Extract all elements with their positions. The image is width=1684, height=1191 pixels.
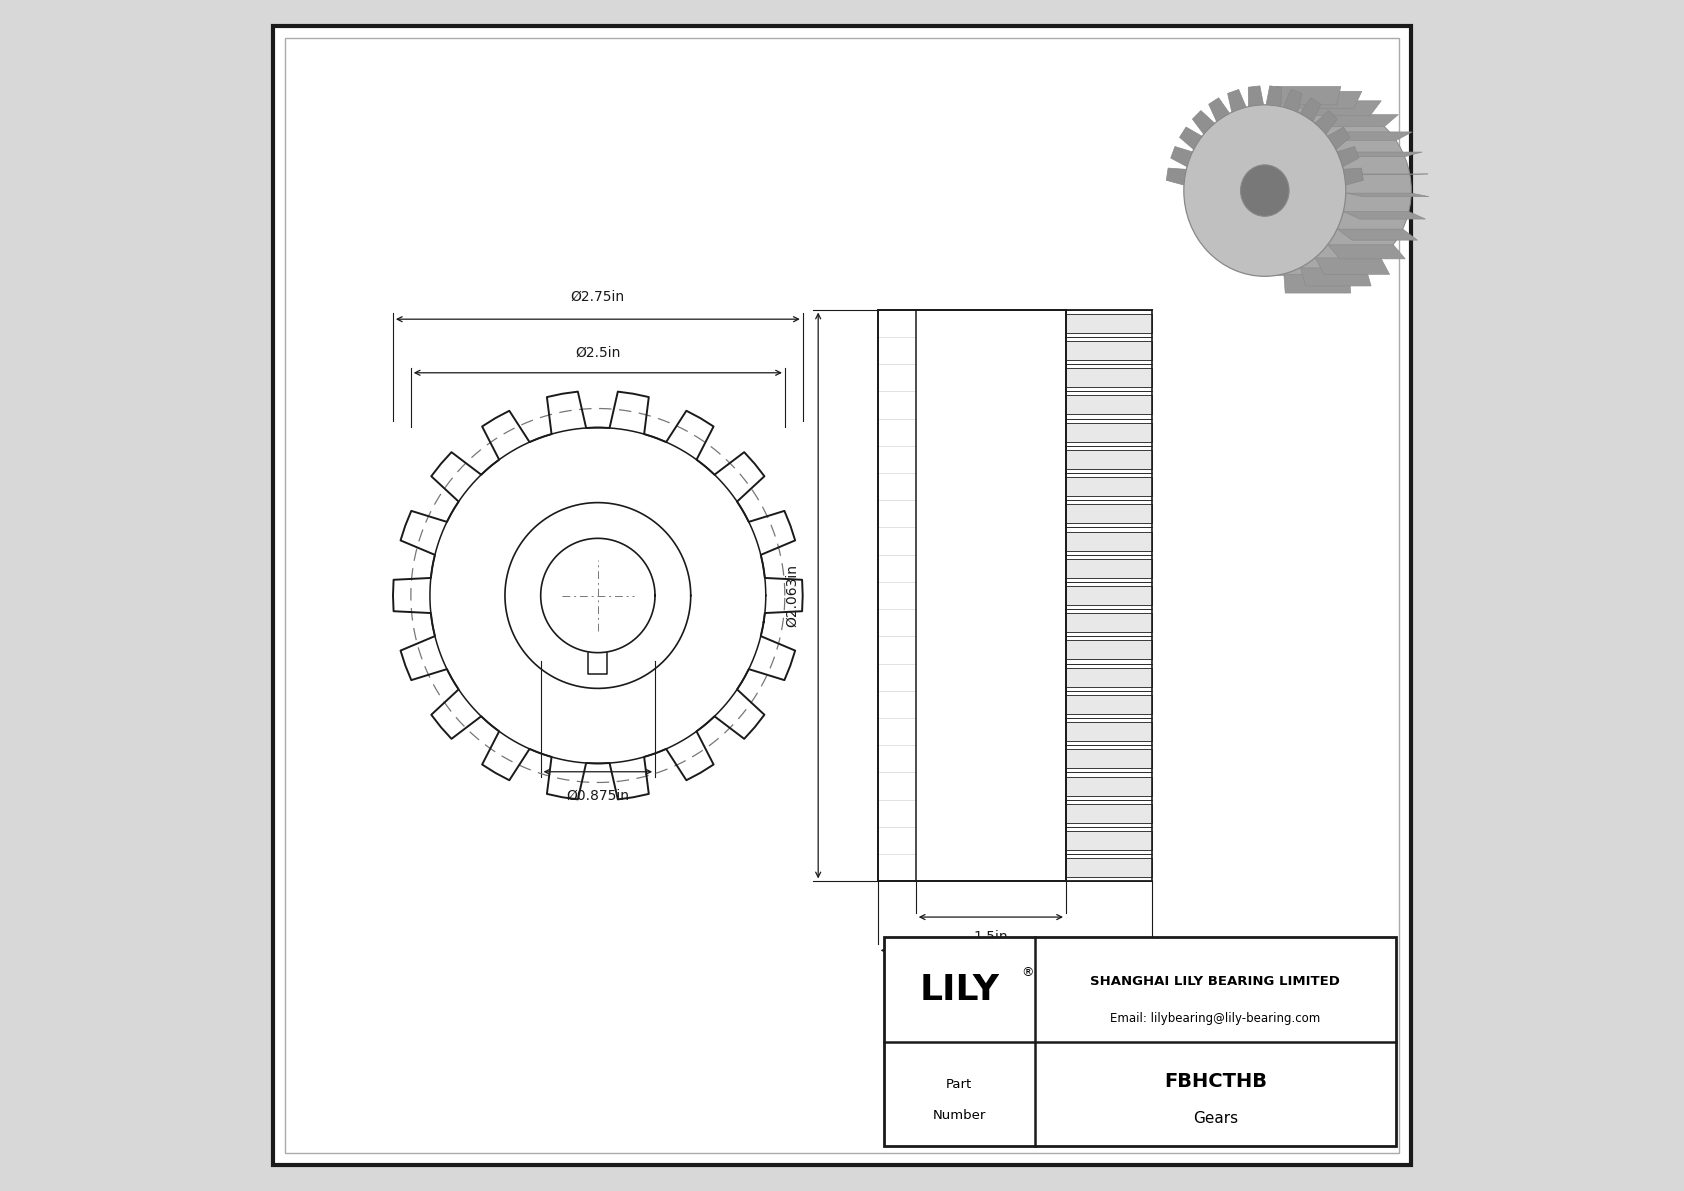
Polygon shape xyxy=(1228,89,1246,112)
Bar xyxy=(1066,722,1152,741)
Polygon shape xyxy=(1330,132,1413,141)
Text: 2.375in: 2.375in xyxy=(989,966,1041,980)
Bar xyxy=(1066,694,1152,713)
Bar xyxy=(884,937,1396,1146)
Polygon shape xyxy=(1327,127,1351,149)
Text: ®: ® xyxy=(1021,966,1034,979)
Bar xyxy=(1066,423,1152,442)
Text: Ø2.5in: Ø2.5in xyxy=(576,345,620,360)
Polygon shape xyxy=(1283,89,1302,112)
Text: Part: Part xyxy=(946,1078,972,1091)
Polygon shape xyxy=(1300,98,1320,121)
Bar xyxy=(1066,559,1152,578)
Bar xyxy=(877,310,1066,881)
Polygon shape xyxy=(1209,98,1229,121)
Bar xyxy=(1066,531,1152,550)
Polygon shape xyxy=(1248,86,1263,106)
Polygon shape xyxy=(1192,111,1214,133)
Polygon shape xyxy=(1179,127,1202,149)
Polygon shape xyxy=(1283,274,1351,293)
Bar xyxy=(1066,749,1152,768)
Bar xyxy=(1066,831,1152,850)
Polygon shape xyxy=(1337,229,1418,241)
Bar xyxy=(1066,341,1152,360)
Text: 1.5in: 1.5in xyxy=(973,930,1009,944)
Polygon shape xyxy=(1339,152,1423,157)
Bar xyxy=(1066,613,1152,632)
Polygon shape xyxy=(1266,86,1282,106)
Text: Email: lilybearing@lily-bearing.com: Email: lilybearing@lily-bearing.com xyxy=(1110,1012,1320,1025)
Text: SHANGHAI LILY BEARING LIMITED: SHANGHAI LILY BEARING LIMITED xyxy=(1090,974,1340,987)
Polygon shape xyxy=(1319,114,1398,126)
Text: Ø2.75in: Ø2.75in xyxy=(571,289,625,304)
Bar xyxy=(1066,668,1152,687)
Text: Number: Number xyxy=(933,1109,985,1122)
Bar xyxy=(1066,395,1152,414)
Polygon shape xyxy=(1329,245,1404,258)
Bar xyxy=(1066,504,1152,523)
Polygon shape xyxy=(1315,111,1337,133)
Polygon shape xyxy=(1346,193,1430,197)
Bar xyxy=(1066,313,1152,332)
Bar xyxy=(1066,368,1152,387)
Polygon shape xyxy=(1288,92,1362,108)
Bar xyxy=(1066,450,1152,469)
Bar xyxy=(1066,586,1152,605)
Bar xyxy=(1066,478,1152,497)
Polygon shape xyxy=(1315,258,1389,274)
Polygon shape xyxy=(1344,212,1426,219)
Polygon shape xyxy=(1167,168,1186,185)
Bar xyxy=(1066,804,1152,823)
Text: Ø2.063in: Ø2.063in xyxy=(785,565,800,626)
Polygon shape xyxy=(1305,101,1381,116)
Polygon shape xyxy=(1344,168,1364,185)
Polygon shape xyxy=(1271,87,1340,105)
Text: Ø0.875in: Ø0.875in xyxy=(566,788,630,803)
Bar xyxy=(1066,777,1152,796)
Ellipse shape xyxy=(1184,105,1346,276)
Polygon shape xyxy=(1337,146,1359,167)
Text: FBHCTHB: FBHCTHB xyxy=(1164,1072,1266,1091)
Polygon shape xyxy=(1300,268,1371,286)
Text: Gears: Gears xyxy=(1192,1111,1238,1127)
Text: LILY: LILY xyxy=(919,973,999,1008)
Ellipse shape xyxy=(1241,164,1288,217)
Polygon shape xyxy=(1170,146,1192,167)
Bar xyxy=(1066,641,1152,660)
Ellipse shape xyxy=(1250,105,1411,276)
Bar xyxy=(1066,859,1152,878)
Bar xyxy=(877,310,916,881)
Polygon shape xyxy=(1265,105,1330,276)
